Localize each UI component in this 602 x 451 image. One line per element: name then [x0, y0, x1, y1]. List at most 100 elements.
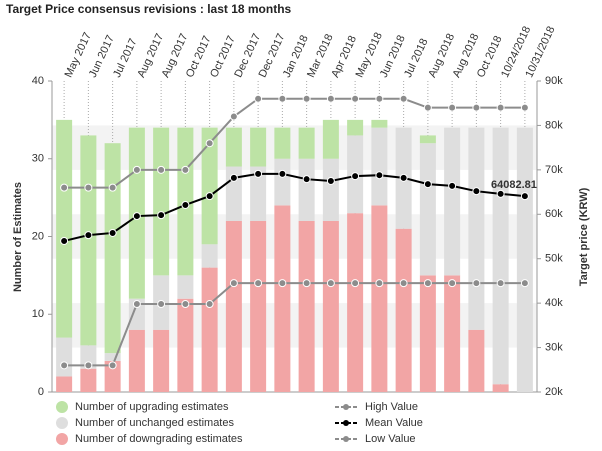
point: [254, 94, 263, 103]
bar: [492, 384, 509, 392]
point: [60, 236, 69, 245]
bar: [250, 166, 267, 221]
bar: [250, 127, 267, 167]
bar: [298, 127, 315, 159]
bar: [347, 119, 364, 136]
point: [181, 200, 190, 209]
point: [278, 94, 287, 103]
point: [399, 279, 408, 288]
band: [52, 125, 537, 170]
y2-tick-label: 50k: [545, 253, 563, 265]
bar: [177, 275, 194, 299]
y2-tick-label: 20k: [545, 386, 563, 398]
bar: [444, 127, 461, 276]
point: [302, 175, 311, 184]
point: [181, 300, 190, 309]
band: [52, 214, 537, 259]
line: [63, 172, 525, 242]
legend-swatch: [56, 401, 68, 413]
point: [520, 279, 529, 288]
point: [181, 165, 190, 174]
legend-swatch: [343, 404, 349, 410]
point: [326, 176, 335, 185]
value-label: 64082.81: [491, 179, 537, 191]
bar: [347, 213, 364, 392]
line: [64, 282, 525, 367]
bar: [80, 345, 97, 369]
y-axis-title: Number of Estimates: [12, 182, 24, 292]
y-tick-label: 30: [32, 153, 44, 165]
point: [448, 279, 457, 288]
point: [229, 279, 238, 288]
point: [375, 171, 384, 180]
legend-swatch: [56, 433, 68, 445]
bar: [274, 158, 291, 206]
point: [205, 139, 214, 148]
bar: [322, 220, 339, 392]
bar: [468, 127, 485, 330]
bar: [104, 143, 121, 354]
bar: [153, 127, 170, 276]
bar: [177, 298, 194, 392]
y2-tick-label: 90k: [545, 75, 563, 87]
bar: [153, 329, 170, 392]
point: [423, 103, 432, 112]
point: [399, 94, 408, 103]
point: [520, 192, 529, 201]
bar: [225, 220, 242, 392]
y2-tick-label: 30k: [545, 341, 563, 353]
point: [84, 183, 93, 192]
y2-tick-label: 80k: [545, 119, 563, 131]
bar: [80, 368, 97, 392]
legend-label: Number of unchanged estimates: [75, 417, 234, 429]
bar: [56, 119, 73, 338]
point: [423, 180, 432, 189]
bar: [104, 360, 121, 392]
bar: [371, 205, 388, 392]
bar: [419, 275, 436, 392]
point: [302, 94, 311, 103]
bar: [201, 244, 218, 268]
point: [108, 183, 117, 192]
y2-tick-label: 60k: [545, 208, 563, 220]
y-tick-label: 20: [32, 230, 44, 242]
point: [157, 165, 166, 174]
legend-swatch: [343, 420, 349, 426]
legend-label: Number of downgrading estimates: [75, 433, 243, 445]
y-tick-label: 10: [32, 308, 44, 320]
legend-label: High Value: [365, 401, 418, 413]
point: [448, 181, 457, 190]
point: [205, 300, 214, 309]
point: [229, 112, 238, 121]
legend-label: Number of upgrading estimates: [75, 401, 229, 413]
bar: [201, 127, 218, 245]
legend-label: Mean Value: [365, 417, 423, 429]
point: [351, 279, 360, 288]
legend-swatch: [343, 436, 349, 442]
point: [229, 173, 238, 182]
point: [302, 279, 311, 288]
point: [60, 183, 69, 192]
y2-tick-label: 70k: [545, 164, 563, 176]
point: [472, 187, 481, 196]
y-tick-label: 0: [38, 386, 44, 398]
legend-label: Low Value: [365, 433, 416, 445]
point: [496, 103, 505, 112]
bar: [201, 267, 218, 392]
line: [64, 97, 525, 189]
point: [375, 279, 384, 288]
bar: [298, 220, 315, 392]
bar: [274, 205, 291, 392]
point: [84, 361, 93, 370]
bar: [128, 329, 145, 392]
bar: [322, 158, 339, 221]
bar: [298, 158, 315, 221]
point: [375, 94, 384, 103]
bar: [56, 376, 73, 392]
point: [254, 279, 263, 288]
point: [496, 189, 505, 198]
bar: [104, 353, 121, 361]
legend-swatch: [56, 417, 68, 429]
band: [52, 303, 537, 348]
